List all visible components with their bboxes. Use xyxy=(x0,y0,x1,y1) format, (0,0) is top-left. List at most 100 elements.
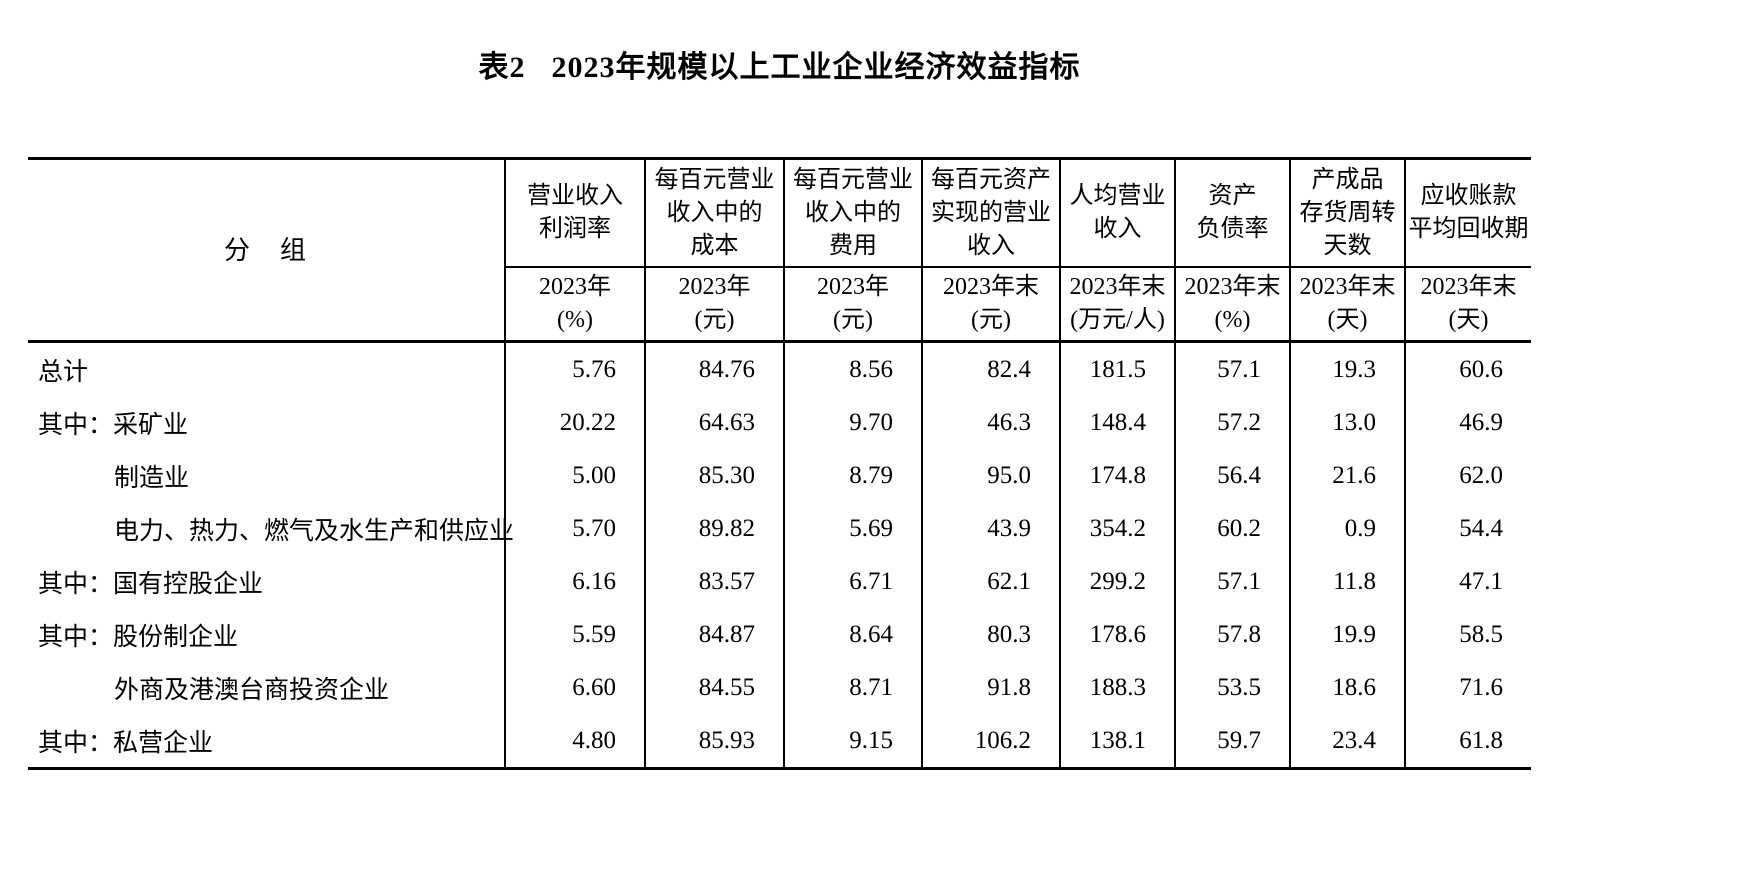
column-header-revenue-per-100-assets: 每百元资产 实现的营业 收入 xyxy=(921,158,1060,268)
cell-value: 58.5 xyxy=(1404,608,1531,661)
row-prefix: 其中： xyxy=(38,570,114,598)
column-header-receivables-collection-period: 应收账款 平均回收期 xyxy=(1404,158,1531,268)
table-body: 总计 5.76 84.76 8.56 82.4 181.5 57.1 19.3 … xyxy=(28,341,1531,769)
cell-value: 91.8 xyxy=(921,661,1060,714)
cell-value: 57.2 xyxy=(1174,396,1290,449)
header-line: 收入 xyxy=(967,232,1015,259)
header-unit: (元) xyxy=(833,307,873,333)
cell-value: 8.64 xyxy=(783,608,922,661)
header-period: 2023年 xyxy=(817,274,889,300)
cell-value: 138.1 xyxy=(1059,714,1175,769)
cell-value: 59.7 xyxy=(1174,714,1290,769)
header-line: 每百元资产 xyxy=(931,166,1051,193)
cell-value: 0.9 xyxy=(1289,502,1405,555)
cell-value: 57.1 xyxy=(1174,341,1290,396)
cell-value: 13.0 xyxy=(1289,396,1405,449)
header-unit: (天) xyxy=(1327,307,1368,333)
cell-value: 9.70 xyxy=(783,396,922,449)
row-label: 其中：国有控股企业 xyxy=(28,555,505,608)
cell-value: 20.22 xyxy=(504,396,645,449)
cell-value: 18.6 xyxy=(1289,661,1405,714)
cell-value: 181.5 xyxy=(1059,341,1175,396)
cell-value: 46.9 xyxy=(1404,396,1531,449)
table-title: 表2 2023年规模以上工业企业经济效益指标 xyxy=(28,42,1531,86)
table-header: 分 组 营业收入 利润率 每百元营业 收入中的 成本 每百元营业 收入中的 费用… xyxy=(28,158,1531,343)
column-unit-expense-per-100-revenue: 2023年 (元) xyxy=(783,267,922,343)
cell-value: 85.30 xyxy=(644,449,784,502)
cell-value: 9.15 xyxy=(783,714,922,769)
cell-value: 8.71 xyxy=(783,661,922,714)
column-unit-asset-liability-ratio: 2023年末 (%) xyxy=(1174,267,1290,343)
column-unit-cost-per-100-revenue: 2023年 (元) xyxy=(644,267,784,343)
cell-value: 60.6 xyxy=(1404,341,1531,396)
column-header-group: 分 组 xyxy=(28,158,505,343)
cell-value: 21.6 xyxy=(1289,449,1405,502)
header-unit: (元) xyxy=(694,307,735,333)
row-prefix: 其中： xyxy=(38,729,114,757)
cell-value: 5.70 xyxy=(504,502,645,555)
cell-value: 6.60 xyxy=(504,661,645,714)
header-period: 2023年末 xyxy=(1299,274,1396,300)
row-label-text: 私营企业 xyxy=(113,729,214,757)
cell-value: 23.4 xyxy=(1289,714,1405,769)
row-label-text: 总计 xyxy=(38,358,89,386)
header-period: 2023年末 xyxy=(1184,274,1281,300)
column-header-profit-margin: 营业收入 利润率 xyxy=(504,158,645,268)
cell-value: 8.56 xyxy=(783,341,922,396)
header-period: 2023年 xyxy=(539,274,611,300)
cell-value: 47.1 xyxy=(1404,555,1531,608)
cell-value: 95.0 xyxy=(921,449,1060,502)
table-number-label: 表2 xyxy=(478,51,526,84)
header-line: 费用 xyxy=(829,232,877,259)
column-header-expense-per-100-revenue: 每百元营业 收入中的 费用 xyxy=(783,158,922,268)
header-line: 每百元营业 xyxy=(793,166,913,193)
row-label: 总计 xyxy=(28,342,505,397)
cell-value: 57.8 xyxy=(1174,608,1290,661)
header-unit: (万元/人) xyxy=(1070,307,1165,333)
economic-indicators-table: 分 组 营业收入 利润率 每百元营业 收入中的 成本 每百元营业 收入中的 费用… xyxy=(28,157,1531,770)
header-period: 2023年末 xyxy=(1420,274,1517,300)
cell-value: 82.4 xyxy=(921,341,1060,396)
cell-value: 54.4 xyxy=(1404,502,1531,555)
cell-value: 62.0 xyxy=(1404,449,1531,502)
cell-value: 89.82 xyxy=(644,502,784,555)
header-line: 营业收入 xyxy=(527,183,623,209)
row-prefix: 其中： xyxy=(38,623,114,651)
column-header-asset-liability-ratio: 资产 负债率 xyxy=(1174,158,1290,268)
table-row-total: 总计 5.76 84.76 8.56 82.4 181.5 57.1 19.3 … xyxy=(28,341,1531,397)
row-label: 制造业 xyxy=(28,449,505,502)
cell-value: 53.5 xyxy=(1174,661,1290,714)
cell-value: 5.76 xyxy=(504,341,645,396)
header-period: 2023年 xyxy=(678,274,751,300)
cell-value: 5.69 xyxy=(783,502,922,555)
row-label: 外商及港澳台商投资企业 xyxy=(28,661,505,714)
cell-value: 61.8 xyxy=(1404,714,1531,769)
header-line: 存货周转 xyxy=(1299,199,1396,226)
row-label-text: 国有控股企业 xyxy=(113,570,264,598)
cell-value: 4.80 xyxy=(504,714,645,769)
cell-value: 354.2 xyxy=(1059,502,1175,555)
row-label-text: 股份制企业 xyxy=(113,623,239,651)
cell-value: 57.1 xyxy=(1174,555,1290,608)
row-label-text: 电力、热力、燃气及水生产和供应业 xyxy=(114,517,515,545)
header-period: 2023年末 xyxy=(943,274,1039,300)
table-row-utilities: 电力、热力、燃气及水生产和供应业 5.70 89.82 5.69 43.9 35… xyxy=(28,502,1531,555)
cell-value: 178.6 xyxy=(1059,608,1175,661)
header-line: 平均回收期 xyxy=(1408,216,1529,242)
header-line: 实现的营业 xyxy=(931,199,1051,226)
cell-value: 43.9 xyxy=(921,502,1060,555)
cell-value: 188.3 xyxy=(1059,661,1175,714)
cell-value: 19.9 xyxy=(1289,608,1405,661)
header-period: 2023年末 xyxy=(1069,274,1166,300)
cell-value: 83.57 xyxy=(644,555,784,608)
cell-value: 62.1 xyxy=(921,555,1060,608)
row-label-text: 制造业 xyxy=(114,464,190,492)
cell-value: 174.8 xyxy=(1059,449,1175,502)
header-line: 收入 xyxy=(1093,216,1142,242)
table-row-joint-stock: 其中：股份制企业 5.59 84.87 8.64 80.3 178.6 57.8… xyxy=(28,608,1531,661)
cell-value: 84.55 xyxy=(644,661,784,714)
row-label-text: 外商及港澳台商投资企业 xyxy=(114,676,390,704)
header-unit: (%) xyxy=(1214,307,1251,333)
header-line: 资产 xyxy=(1208,183,1257,209)
table-row-foreign-invested: 外商及港澳台商投资企业 6.60 84.55 8.71 91.8 188.3 5… xyxy=(28,661,1531,714)
